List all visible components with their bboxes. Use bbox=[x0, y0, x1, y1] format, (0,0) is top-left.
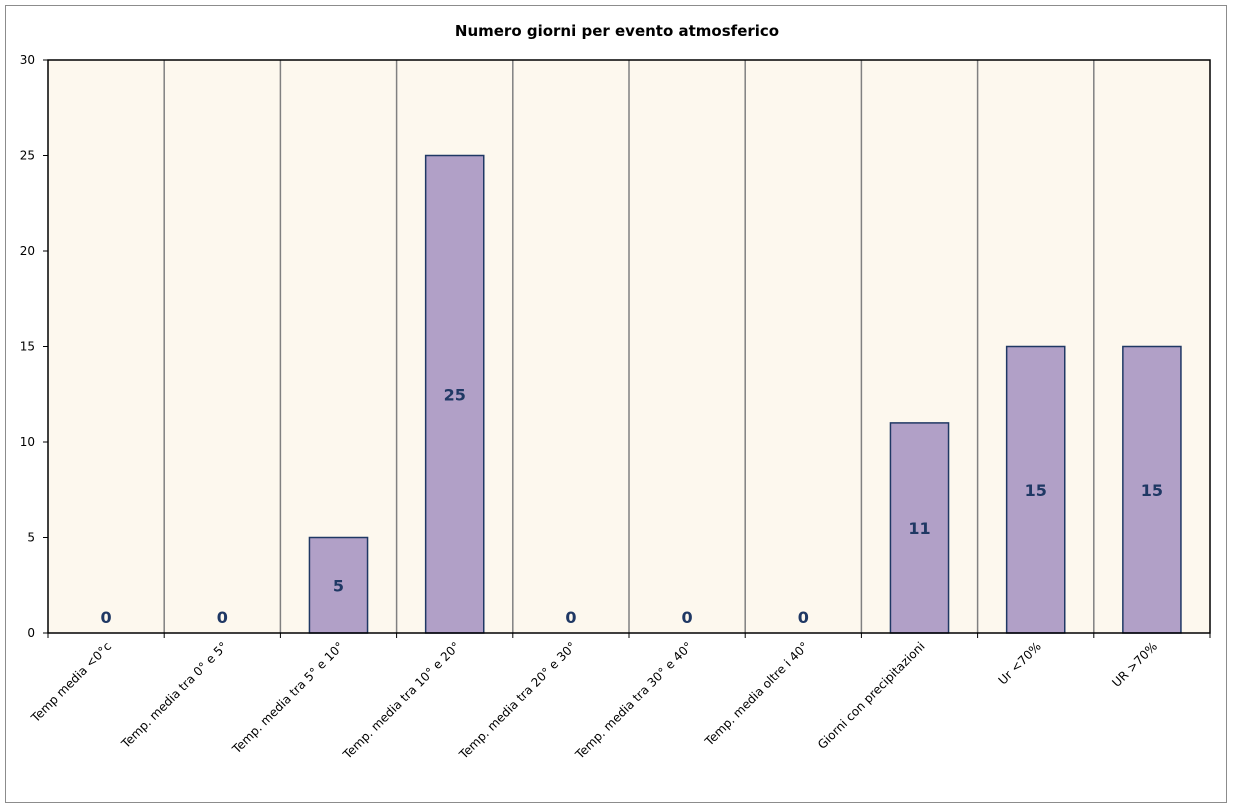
x-tick-label: Giorni con precipitazioni bbox=[815, 639, 928, 752]
bar bbox=[889, 422, 950, 634]
data-label: 0 bbox=[565, 608, 576, 627]
y-axis-ticks: 0 5 10 15 20 25 30 bbox=[20, 53, 48, 640]
x-axis-ticks: Temp media <0°c Temp. media tra 0° e 5° Te… bbox=[28, 633, 1211, 762]
data-label: 25 bbox=[444, 385, 466, 404]
data-label: 11 bbox=[908, 519, 930, 538]
y-tick-label: 5 bbox=[27, 531, 35, 545]
data-label: 0 bbox=[798, 608, 809, 627]
bar bbox=[308, 536, 369, 634]
y-tick-label: 0 bbox=[27, 626, 35, 640]
y-tick-label: 15 bbox=[20, 340, 35, 354]
data-label: 15 bbox=[1025, 481, 1047, 500]
x-tick-label: Temp. media tra 0° e 5° bbox=[118, 639, 230, 751]
bar bbox=[424, 154, 485, 634]
x-tick-label: Ur <70% bbox=[996, 639, 1044, 687]
x-tick-label: Temp. media tra 5° e 10° bbox=[229, 639, 347, 757]
chart-title: Numero giorni per evento atmosferico bbox=[455, 22, 779, 40]
data-label: 15 bbox=[1141, 481, 1163, 500]
data-label: 0 bbox=[682, 608, 693, 627]
x-tick-label: Temp. media tra 20° e 30° bbox=[456, 639, 579, 762]
data-label: 0 bbox=[101, 608, 112, 627]
x-tick-label: Temp. media tra 10° e 20° bbox=[340, 639, 463, 762]
y-tick-label: 20 bbox=[20, 244, 35, 258]
x-tick-label: Temp media <0°c bbox=[28, 639, 114, 725]
x-tick-label: Temp. media oltre i 40° bbox=[701, 639, 811, 749]
x-tick-label: UR >70% bbox=[1109, 639, 1160, 690]
y-tick-label: 10 bbox=[20, 435, 35, 449]
gridlines bbox=[163, 60, 1095, 633]
y-tick-label: 30 bbox=[20, 53, 35, 67]
data-label: 0 bbox=[217, 608, 228, 627]
y-tick-label: 25 bbox=[20, 149, 35, 163]
x-tick-label: Temp. media tra 30° e 40° bbox=[572, 639, 695, 762]
data-labels: 0 0 5 25 0 0 0 11 15 15 bbox=[101, 385, 1164, 627]
data-label: 5 bbox=[333, 576, 344, 595]
